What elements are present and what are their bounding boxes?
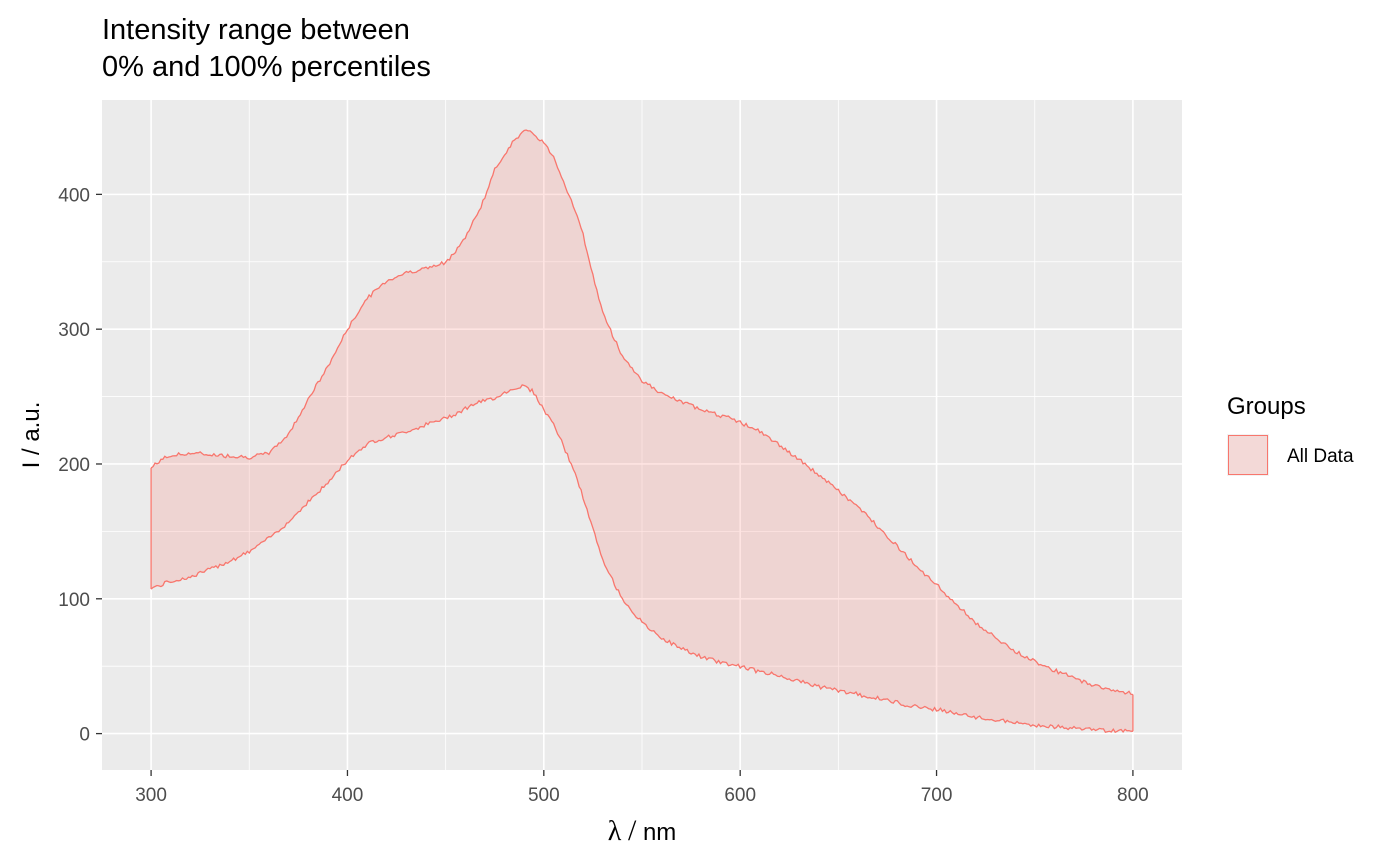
series-ribbon-all-data [151,130,1133,733]
x-axis-label: λ / nm [608,814,677,847]
legend-label-all-data: All Data [1287,446,1354,467]
y-tick-label: 100 [58,590,90,611]
y-tick-label: 400 [58,185,90,206]
chart-title: Intensity range between 0% and 100% perc… [102,12,431,86]
series-upper-line [150,129,1133,696]
legend-swatch [1228,435,1268,475]
series-lower-line [150,384,1133,734]
legend-title: Groups [1227,393,1306,420]
legend-key-all-data [1227,434,1269,476]
chart-title-line-2: 0% and 100% percentiles [102,51,431,83]
x-axis-label-slash: / [628,814,637,847]
x-tick-label: 300 [135,785,167,806]
x-axis-label-unit: nm [643,819,676,846]
grid-major [102,100,1182,770]
x-axis-label-symbol: λ [608,816,622,847]
x-tick-label: 500 [528,785,560,806]
y-tick-label: 300 [58,320,90,341]
x-tick-label: 400 [332,785,364,806]
chart-title-line-1: Intensity range between [102,14,410,46]
axes-layer: 300 400 500 600 700 800 0 100 200 300 400 [58,185,1148,806]
x-tick-label: 700 [921,785,953,806]
y-tick-label: 0 [79,725,90,746]
x-tick-label: 600 [724,785,756,806]
series-layer [150,129,1134,734]
grid-minor [102,100,1182,770]
y-axis-label: I / a.u. [18,402,45,469]
x-tick-label: 800 [1117,785,1149,806]
y-tick-label: 200 [58,455,90,476]
